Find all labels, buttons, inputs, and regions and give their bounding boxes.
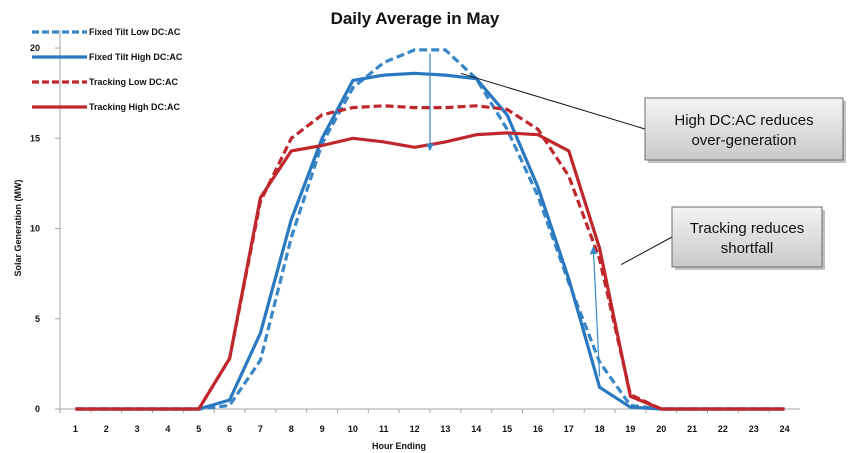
x-tick-label: 14 [471,424,481,434]
x-tick-label: 9 [320,424,325,434]
x-tick-label: 16 [533,424,543,434]
x-tick-label: 17 [564,424,574,434]
x-tick-label: 19 [625,424,635,434]
y-axis-label: Solar Generation (MW) [13,179,23,276]
arrow-layer [426,53,601,377]
callout-box-2 [671,206,823,268]
y-tick-label: 5 [35,314,40,324]
x-tick-label: 22 [718,424,728,434]
legend-label-1: Fixed Tilt Low DC:AC [89,27,181,37]
x-tick-label: 8 [289,424,294,434]
callout-text-1-2: over-generation [691,132,796,149]
x-tick-label: 20 [656,424,666,434]
y-tick-label: 0 [35,404,40,414]
callout-leader-2 [620,236,673,266]
x-axis-ticks: 1 2 3 4 5 6 7 8 9 10 11 12 13 14 15 16 17 18 19 20 21 22 23 24 [59,409,790,434]
x-tick-label: 13 [440,424,450,434]
callout-box-1 [644,97,844,161]
x-tick-label: 2 [104,424,109,434]
y-tick-label: 10 [30,224,40,234]
x-tick-label: 5 [196,424,201,434]
x-tick-label: 23 [749,424,759,434]
callout-layer: High DC:AC reduces over-generation Trackin… [460,72,846,270]
x-tick-label: 1 [73,424,78,434]
x-tick-label: 15 [502,424,512,434]
callout-text-2-2: shortfall [721,240,774,257]
callout-leader-1 [460,72,646,130]
x-axis-label: Hour Ending [372,441,426,451]
x-tick-label: 21 [687,424,697,434]
x-tick-label: 11 [379,424,389,434]
legend-label-4: Tracking High DC:AC [89,102,181,112]
callout-text-1-1: High DC:AC reduces [674,112,813,129]
callout-text-2-1: Tracking reduces [690,220,805,237]
chart-title: Daily Average in May [331,9,500,28]
x-tick-label: 7 [258,424,263,434]
legend: Fixed Tilt Low DC:AC Fixed Tilt High DC:A… [32,27,183,112]
y-tick-label: 15 [30,133,40,143]
y-tick-label: 20 [30,43,40,53]
x-tick-label: 4 [165,424,170,434]
series-line-4 [75,131,785,411]
annotation-arrow-2 [589,246,601,377]
legend-label-3: Tracking Low DC:AC [89,77,179,87]
x-tick-label: 12 [410,424,420,434]
x-tick-label: 18 [595,424,605,434]
x-tick-label: 10 [348,424,358,434]
x-tick-label: 24 [780,424,790,434]
legend-label-2: Fixed Tilt High DC:AC [89,52,183,62]
x-tick-label: 3 [135,424,140,434]
x-tick-label: 6 [227,424,232,434]
y-axis-ticks: 0 5 10 15 20 [30,43,60,414]
